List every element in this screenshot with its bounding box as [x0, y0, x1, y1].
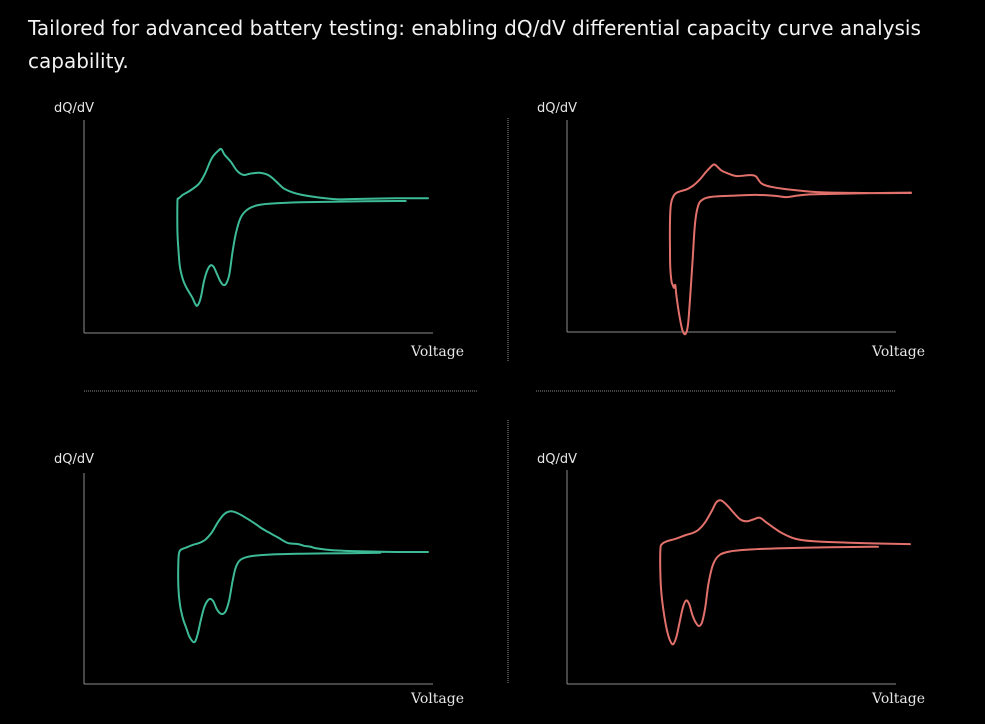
xlabel-bottom-right: Voltage: [871, 691, 925, 707]
ylabel-top-right: dQ/dV: [537, 101, 577, 116]
xlabel-bottom-left: Voltage: [410, 691, 464, 707]
xlabel-top-left: Voltage: [410, 344, 464, 360]
ylabel-bottom-right: dQ/dV: [537, 452, 577, 467]
curve-top-left: [176, 147, 429, 307]
ylabel-top-left: dQ/dV: [54, 101, 94, 116]
xlabel-top-right: Voltage: [871, 344, 925, 360]
chart-panel-bottom-left: dQ/dV Voltage: [54, 452, 464, 707]
chart-panel-top-left: dQ/dV Voltage: [54, 101, 464, 360]
chart-panel-bottom-right: dQ/dV Voltage: [537, 452, 925, 707]
curve-bottom-right: [659, 499, 911, 646]
curve-top-right: [668, 163, 912, 336]
ylabel-bottom-left: dQ/dV: [54, 452, 94, 467]
curve-bottom-left: [177, 510, 429, 644]
chart-panel-top-right: dQ/dV Voltage: [537, 101, 925, 360]
headline: Tailored for advanced battery testing: e…: [28, 16, 921, 73]
